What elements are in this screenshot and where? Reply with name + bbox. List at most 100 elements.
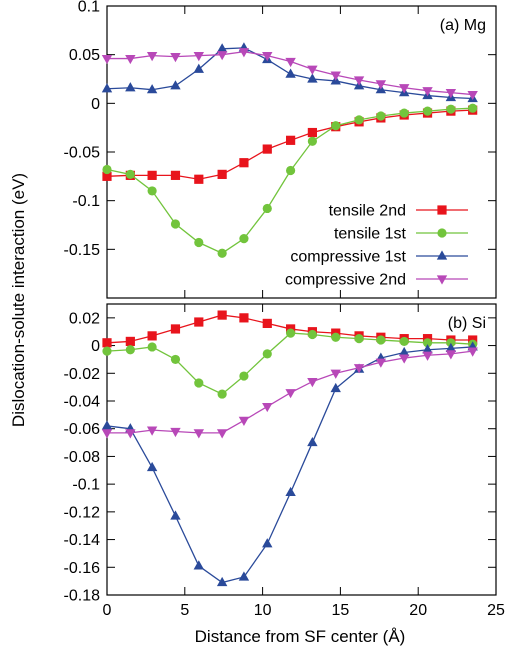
data-point	[286, 328, 296, 338]
data-point	[285, 486, 296, 497]
legend-label: tensile 2nd	[329, 203, 406, 220]
data-point	[446, 104, 456, 114]
data-point	[376, 111, 386, 121]
panel-label: (a) Mg	[440, 17, 486, 34]
data-point	[468, 103, 478, 113]
data-point	[170, 427, 181, 438]
series-compressive-1st	[101, 42, 478, 103]
data-point	[193, 52, 205, 62]
panel-label: (b) Si	[448, 315, 486, 332]
y-tick-label: -0.1	[72, 193, 100, 210]
data-point	[238, 416, 250, 426]
data-point	[307, 127, 317, 138]
data-point	[194, 237, 204, 248]
y-tick-label: -0.18	[64, 588, 101, 605]
data-point	[331, 332, 341, 342]
data-point	[125, 82, 136, 92]
series-compressive-2nd	[101, 48, 478, 101]
data-point	[467, 347, 478, 357]
x-tick-label: 0	[103, 602, 112, 619]
data-point	[422, 351, 433, 361]
legend: tensile 2nd tensile 1st compressive 1st com…	[285, 203, 468, 289]
x-tick-label: 10	[254, 602, 272, 619]
y-tick-label: 0.05	[69, 47, 100, 64]
data-point	[262, 203, 272, 214]
data-point	[262, 318, 272, 328]
y-tick-label: 0	[91, 96, 100, 113]
data-point	[398, 84, 410, 94]
data-point	[101, 420, 113, 430]
data-point	[354, 115, 364, 125]
legend-item-tensile-2nd: tensile 2nd	[329, 203, 468, 220]
y-tick-label: 0	[91, 338, 100, 355]
y-tick-label: -0.06	[64, 421, 101, 438]
data-point	[445, 350, 457, 360]
data-point	[216, 51, 228, 61]
data-point	[353, 76, 365, 86]
data-point	[146, 84, 158, 94]
data-point	[330, 369, 341, 379]
data-point	[193, 560, 205, 570]
x-tick-label: 25	[487, 602, 505, 619]
data-point	[239, 234, 249, 244]
data-point	[216, 429, 228, 439]
data-point	[285, 68, 296, 78]
data-point	[146, 461, 158, 472]
data-point	[216, 576, 228, 587]
y-tick-label: -0.14	[64, 532, 101, 549]
data-point	[354, 334, 364, 344]
legend-marker	[436, 250, 448, 260]
data-point	[170, 219, 181, 229]
data-point	[445, 342, 457, 352]
data-point	[398, 346, 410, 357]
data-point	[125, 336, 135, 347]
data-point	[262, 52, 273, 62]
y-tick-label: 0.1	[78, 0, 100, 16]
data-point	[102, 171, 112, 181]
data-point	[217, 389, 227, 399]
data-point	[147, 342, 157, 352]
series-line	[106, 346, 473, 584]
data-point	[125, 345, 135, 355]
y-tick-label: -0.16	[64, 560, 101, 577]
data-point	[422, 87, 433, 97]
data-point	[170, 510, 181, 520]
data-point	[194, 378, 204, 388]
data-point	[376, 335, 386, 345]
y-tick-label: 0.02	[69, 310, 100, 327]
data-point	[445, 89, 457, 99]
data-point	[353, 364, 365, 374]
data-point	[285, 57, 296, 68]
data-point	[422, 338, 433, 348]
data-point	[467, 90, 478, 101]
data-point	[238, 48, 250, 58]
plot-frame	[106, 303, 497, 596]
data-point	[125, 54, 136, 65]
data-point	[102, 338, 112, 348]
data-point	[125, 429, 136, 439]
data-point	[102, 164, 112, 175]
data-point	[193, 63, 205, 73]
data-point	[238, 571, 250, 581]
x-tick-label: 5	[180, 602, 189, 619]
data-point	[375, 358, 387, 368]
data-point	[147, 331, 157, 341]
panel-si: 0.02 0 -0.02 -0.04 -0.06 -0.08 -0.1 -0.12 -0.14 -…	[64, 303, 505, 619]
data-point	[286, 165, 296, 176]
legend-marker	[436, 275, 448, 285]
series-tensile-1st	[102, 103, 478, 258]
legend-label: compressive 1st	[290, 249, 406, 266]
data-point	[101, 429, 113, 439]
data-point	[170, 354, 181, 365]
y-tick-label: -0.1	[72, 477, 100, 494]
data-point	[101, 54, 113, 65]
data-point	[285, 389, 296, 399]
data-point	[147, 170, 157, 180]
data-point	[307, 436, 318, 447]
data-point	[217, 248, 227, 258]
data-point	[307, 378, 318, 388]
series-compressive-1st	[101, 341, 478, 587]
y-tick-label: -0.04	[64, 394, 101, 411]
data-point	[193, 429, 205, 439]
